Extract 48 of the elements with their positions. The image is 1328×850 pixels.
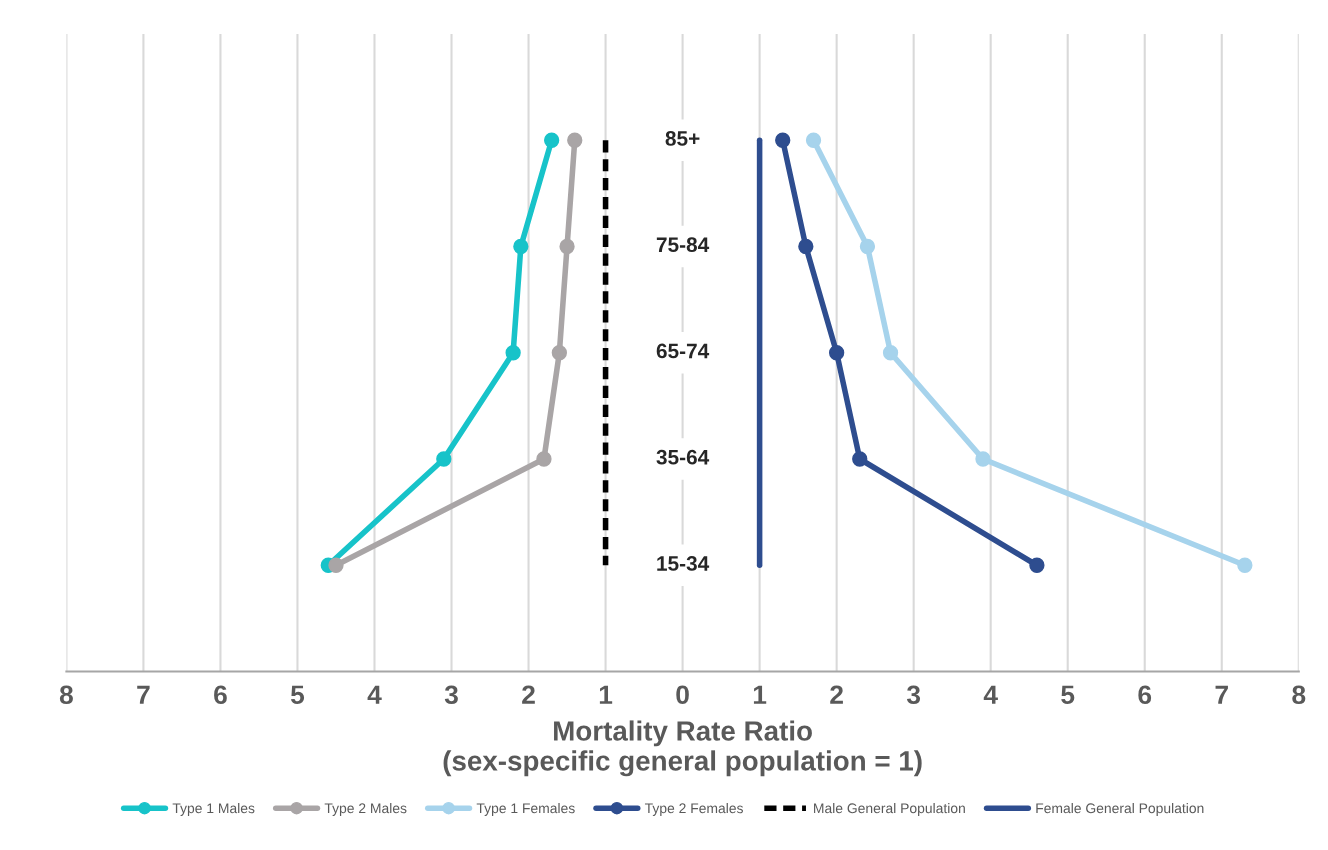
x-axis-title: Mortality Rate Ratio (sex-specific general population = 1) [443,720,922,777]
y-tick-label: 35-64 [656,449,710,465]
x-tick-label: 5 [290,685,305,705]
point [1029,557,1045,573]
x-tick-label: 0 [676,685,689,705]
x-tick-label: 5 [1061,685,1075,705]
x-tick-label: 8 [1292,685,1306,705]
x-tick-label: 1 [753,685,767,704]
x-tick-label: 2 [830,685,843,704]
point [551,345,567,361]
x-tick-label: 7 [137,685,150,704]
x-tick-label: 6 [1138,685,1152,705]
point [544,132,560,148]
x-tick-label: 3 [444,685,458,705]
point [536,451,552,467]
legend-label: Type 1 Males [172,803,255,816]
x-tick-label: 1 [599,685,613,704]
point [975,451,991,467]
x-tick-label: 6 [214,685,227,705]
x-tick-label: 3 [906,685,921,705]
point [852,451,868,467]
legend-label: Type 1 Females [476,803,575,816]
x-tick-label: 8 [59,685,73,705]
legend-label: Female General Population [1036,803,1204,816]
point [328,557,344,573]
point [798,238,814,255]
point [775,132,791,148]
point [559,238,575,255]
x-tick-label: 4 [983,685,998,704]
y-tick-label: 65-74 [656,343,710,359]
point [513,238,529,255]
x-tick-label: 4 [367,685,382,704]
point [859,238,876,255]
y-tick-label: 85+ [665,131,700,146]
point [829,345,845,361]
point [1237,557,1253,573]
point [882,345,899,361]
point [567,132,583,148]
point [505,345,521,361]
y-tick-label: 15-34 [657,556,710,571]
point [436,451,452,467]
x-tick-label: 7 [1215,685,1228,704]
x-tick-label: 2 [522,685,535,704]
legend-label: Type 2 Males [324,803,407,816]
y-tick-label: 75-84 [656,237,710,253]
legend-label: Type 2 Females [644,803,743,816]
legend-label: Male General Population [814,803,965,816]
point [805,132,822,148]
